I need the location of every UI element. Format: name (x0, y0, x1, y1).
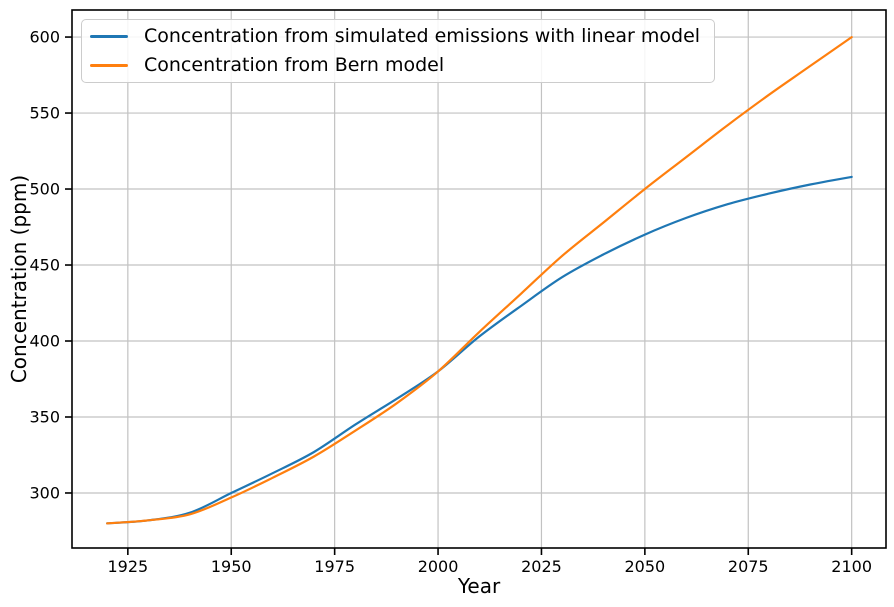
legend-item-simulated: Concentration from simulated emissions w… (90, 22, 700, 51)
y-tick-label: 600 (29, 28, 60, 47)
legend-item-bern: Concentration from Bern model (90, 51, 700, 80)
x-tick-label: 2050 (625, 557, 666, 576)
y-tick-label: 400 (29, 332, 60, 351)
y-tick-label: 450 (29, 256, 60, 275)
tick-labels: 1925 1950 1975 2000 2025 2050 2075 2100 300 350 40… (29, 28, 872, 576)
x-tick-label: 2000 (418, 557, 459, 576)
x-tick-label: 1925 (107, 557, 148, 576)
y-tick-label: 300 (29, 483, 60, 502)
legend-label-bern: Concentration from Bern model (144, 54, 445, 76)
grid-lines (72, 10, 886, 548)
series-line-1 (106, 36, 853, 525)
x-tick-label: 1975 (314, 557, 355, 576)
legend-line-sample-simulated (90, 35, 128, 38)
x-axis-label: Year (457, 574, 501, 598)
legend-label-simulated: Concentration from simulated emissions w… (144, 25, 701, 47)
legend-line-sample-bern (90, 64, 128, 67)
y-tick-label: 500 (29, 180, 60, 199)
y-axis-label: Concentration (ppm) (7, 174, 31, 384)
tick-marks (65, 36, 853, 555)
series-lines (106, 36, 853, 525)
x-tick-label: 2025 (521, 557, 562, 576)
legend: Concentration from simulated emissions w… (81, 19, 716, 83)
x-tick-label: 2075 (728, 557, 769, 576)
y-tick-label: 350 (29, 407, 60, 426)
x-tick-label: 2100 (831, 557, 872, 576)
series-line-0 (106, 175, 853, 525)
y-tick-label: 550 (29, 104, 60, 123)
axes-spines (71, 9, 887, 549)
x-tick-label: 1950 (211, 557, 252, 576)
